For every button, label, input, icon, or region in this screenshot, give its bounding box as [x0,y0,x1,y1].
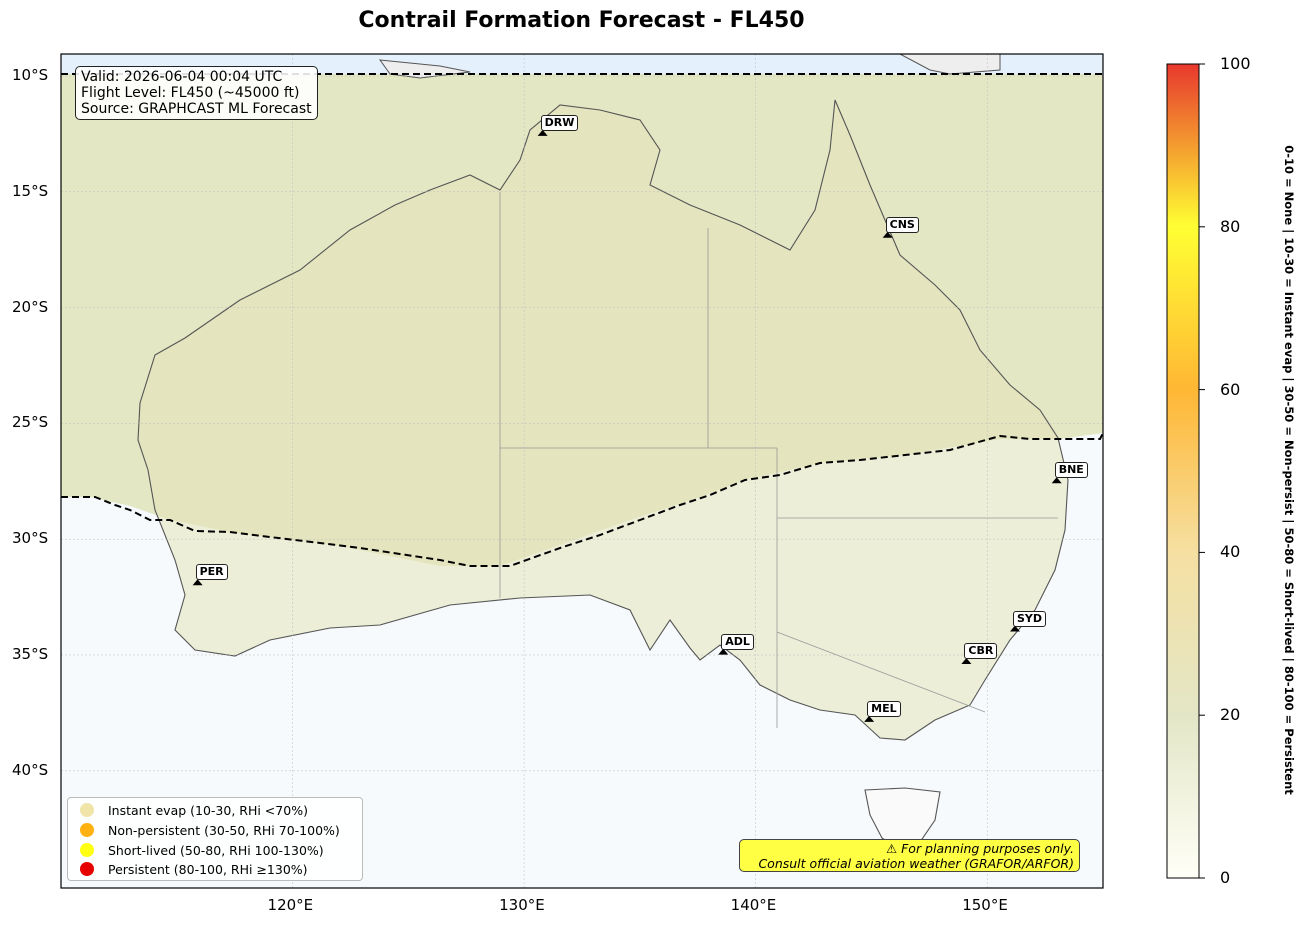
airport-marker-icon [192,579,203,586]
lon-tick-label: 150°E [962,896,1008,914]
forecast-source: Source: GRAPHCAST ML Forecast [81,101,312,117]
legend-item: Short-lived (50-80, RHi 100-130%) [80,841,324,859]
forecast-info-box: Valid: 2026-06-04 00:04 UTC Flight Level… [75,66,318,120]
legend-dot-instant-evap [80,803,94,817]
airport-marker-icon [1010,625,1021,632]
legend-dot-short-lived [80,843,94,857]
legend-label: Instant evap (10-30, RHi <70%) [108,802,308,818]
airport-marker-icon [1051,477,1062,484]
gridlines [61,54,1103,888]
lat-tick-label: 35°S [12,645,49,663]
new-guinea-coast [899,54,1001,75]
colorbar-tick-label: 100 [1220,54,1251,73]
colorbar-tick-label: 20 [1220,705,1241,725]
city-label-bne: BNE [1054,462,1088,479]
airport-marker-icon [537,129,548,136]
city-label-drw: DRW [540,114,579,131]
legend-label: Non-persistent (30-50, RHi 70-100%) [108,822,340,838]
threshold-contour-south [61,432,1103,567]
legend-label: Short-lived (50-80, RHi 100-130%) [108,842,324,858]
legend-item: Persistent (80-100, RHi ≥130%) [80,860,308,878]
lon-tick-label: 120°E [267,896,314,914]
airport-marker-icon [718,648,729,655]
colorbar-tick-label: 60 [1220,379,1241,399]
lat-tick-label: 30°S [12,529,49,548]
australia-landmass [137,99,1069,741]
legend-label: Persistent (80-100, RHi ≥130%) [108,861,308,877]
colorbar-label: 0-10 = None | 10-30 = Instant evap | 30-… [1282,145,1296,795]
colorbar [1166,63,1200,879]
lat-tick-label: 20°S [12,297,49,316]
top-strip [61,54,1103,74]
map-frame [60,53,1104,889]
chart-title: Contrail Formation Forecast - FL450 [358,8,805,33]
lon-tick-label: 130°E [499,896,545,914]
airport-marker-icon [961,657,972,664]
state-borders [499,192,1058,728]
colorbar-tick-label: 80 [1220,216,1241,236]
lat-tick-label: 25°S [12,413,49,432]
airport-marker-icon [882,231,893,238]
legend-dot-persistent [80,862,94,876]
city-label-syd: SYD [1013,610,1047,627]
flight-level: Flight Level: FL450 (~45000 ft) [81,85,300,101]
disclaimer-line-1: ⚠ For planning purposes only. [886,841,1074,856]
lat-tick-label: 15°S [12,181,49,200]
city-markers [192,129,1062,722]
city-label-mel: MEL [867,700,901,717]
city-label-cns: CNS [885,216,919,233]
city-label-adl: ADL [721,633,754,650]
lon-tick-label: 140°E [730,896,777,914]
legend-dot-non-persistent [80,823,94,837]
lat-tick-label: 10°S [12,66,49,84]
airport-marker-icon [864,715,875,722]
colorbar-ticks [1199,63,1205,879]
city-label-per: PER [195,564,228,581]
city-label-cbr: CBR [964,642,998,659]
colorbar-tick-label: 40 [1220,542,1241,562]
valid-time: Valid: 2026-06-04 00:04 UTC [81,69,283,85]
disclaimer-box: ⚠ For planning purposes only. Consult of… [739,839,1080,872]
legend: Instant evap (10-30, RHi <70%) Non-persi… [67,797,363,881]
colorbar-tick-label: 0 [1220,868,1231,887]
lat-tick-label: 40°S [12,760,49,779]
disclaimer-line-2: Consult official aviation weather (GRAFO… [758,856,1074,871]
legend-item: Non-persistent (30-50, RHi 70-100%) [80,821,340,839]
legend-item: Instant evap (10-30, RHi <70%) [80,801,308,819]
